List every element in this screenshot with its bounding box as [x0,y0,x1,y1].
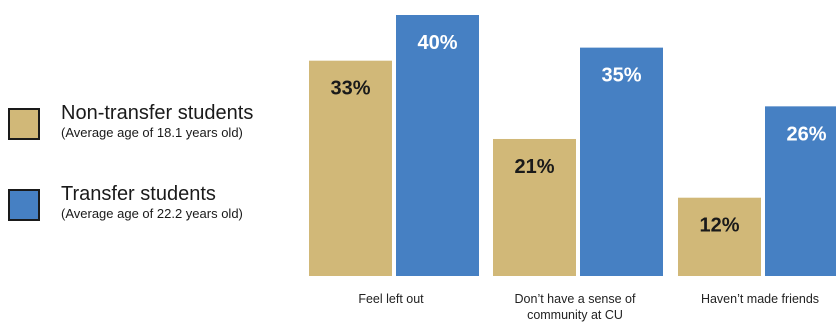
bar-label-transfer-students-3: 26% [786,123,826,145]
legend-note-non-transfer: (Average age of 18.1 years old) [61,125,243,140]
legend-swatch-transfer [8,189,40,221]
bar-label-non-transfer-students-1: 33% [330,78,370,100]
category-label-3-line-1: Haven’t made friends [701,292,819,306]
legend-note-transfer: (Average age of 22.2 years old) [61,206,243,221]
legend-label-non-transfer: Non-transfer students [61,102,254,124]
bar-non-transfer-students-1 [309,60,392,276]
bar-non-transfer-students-2 [493,138,576,276]
bar-label-non-transfer-students-3: 12% [699,215,739,237]
bar-transfer-students-3 [765,106,836,276]
category-label-2: Don’t have a sense of community at CU [515,292,636,322]
legend-swatch-non-transfer [8,108,40,140]
category-label-1: Feel left out [358,292,424,306]
legend: Non-transfer students (Average age of 18… [0,0,300,323]
bar-label-transfer-students-2: 35% [601,65,641,87]
legend-label-transfer: Transfer students [61,183,216,205]
bar-label-non-transfer-students-2: 21% [514,156,554,178]
category-label-1-line-1: Feel left out [358,292,424,306]
category-label-2-line-1: Don’t have a sense of [515,292,636,306]
bar-label-transfer-students-1: 40% [417,32,457,54]
bar-non-transfer-students-3 [678,197,761,276]
bar-transfer-students-2 [580,47,663,276]
bar-transfer-students-1 [396,15,479,276]
category-label-2-line-2: community at CU [527,308,623,322]
category-label-3: Haven’t made friends [701,292,819,306]
